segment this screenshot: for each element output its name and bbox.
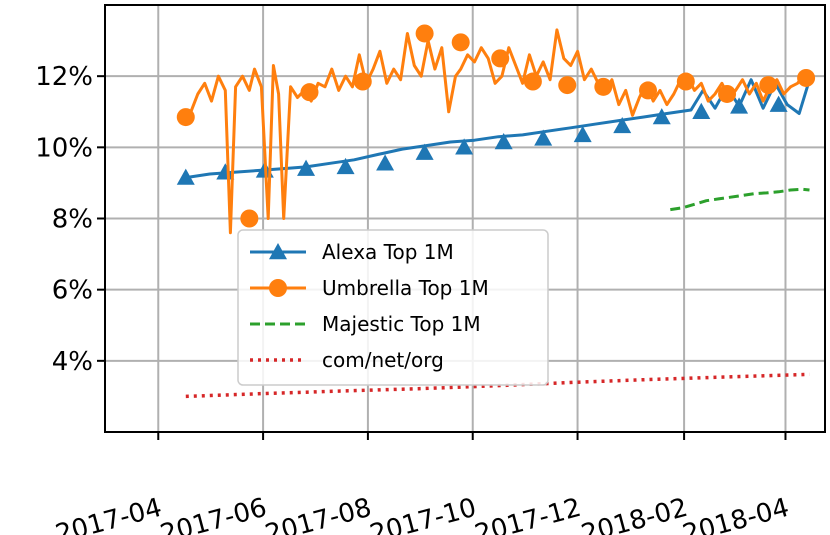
series-line-alexa-top-1m [185, 78, 811, 180]
data-point-marker [494, 132, 513, 150]
legend-label: Majestic Top 1M [322, 312, 481, 336]
legend-label: Umbrella Top 1M [322, 276, 489, 300]
data-point-marker [376, 154, 395, 171]
data-point-marker [652, 108, 671, 125]
data-point-marker [297, 159, 316, 176]
series-layer [176, 24, 816, 399]
legend-entry: com/net/org [250, 348, 444, 372]
data-point-marker [451, 33, 470, 52]
legend-entry: Alexa Top 1M [250, 240, 454, 264]
series-line-majestic-top-1m [670, 187, 810, 212]
data-point-marker [692, 102, 711, 119]
y-tick-label: 6% [52, 276, 93, 306]
data-point-marker [415, 24, 434, 43]
y-tick-label: 12% [35, 62, 93, 92]
data-point-marker [730, 97, 749, 114]
data-point-marker [639, 81, 658, 100]
data-point-marker [769, 95, 788, 112]
legend-entry: Majestic Top 1M [250, 312, 481, 336]
series-com-net-org [185, 372, 810, 399]
data-point-marker [455, 138, 474, 155]
data-point-marker [176, 108, 195, 127]
legend-label: Alexa Top 1M [322, 240, 454, 264]
series-line-com-net-org [185, 372, 810, 399]
series-alexa-top-1m [176, 78, 811, 185]
data-point-marker [336, 157, 355, 175]
data-point-marker [353, 72, 372, 91]
legend: Alexa Top 1M Umbrella Top 1M Majestic Top … [237, 229, 549, 386]
data-point-marker [613, 116, 632, 134]
legend-entry: Umbrella Top 1M [250, 276, 489, 300]
y-tick-label: 8% [52, 205, 93, 235]
data-point-marker [759, 76, 778, 95]
data-point-marker [415, 143, 434, 160]
data-point-marker [491, 49, 510, 68]
y-tick-label: 10% [35, 133, 93, 163]
series-umbrella-top-1m [176, 24, 816, 235]
data-point-marker [176, 168, 195, 185]
legend-label: com/net/org [322, 348, 444, 372]
data-point-marker [573, 125, 592, 143]
legend-marker [269, 279, 287, 297]
data-point-marker [718, 84, 737, 103]
y-tick-label: 4% [52, 347, 93, 377]
data-point-marker [676, 72, 695, 91]
data-point-marker [300, 83, 319, 102]
series-line-umbrella-top-1m [184, 28, 808, 235]
data-point-marker [594, 77, 613, 96]
data-point-marker [523, 72, 542, 91]
legend-box [237, 229, 549, 386]
data-point-marker [558, 76, 577, 95]
data-point-marker [797, 68, 816, 87]
series-majestic-top-1m [670, 187, 810, 212]
data-point-marker [240, 209, 259, 228]
data-point-marker [534, 129, 553, 146]
legend-marker [269, 243, 287, 260]
